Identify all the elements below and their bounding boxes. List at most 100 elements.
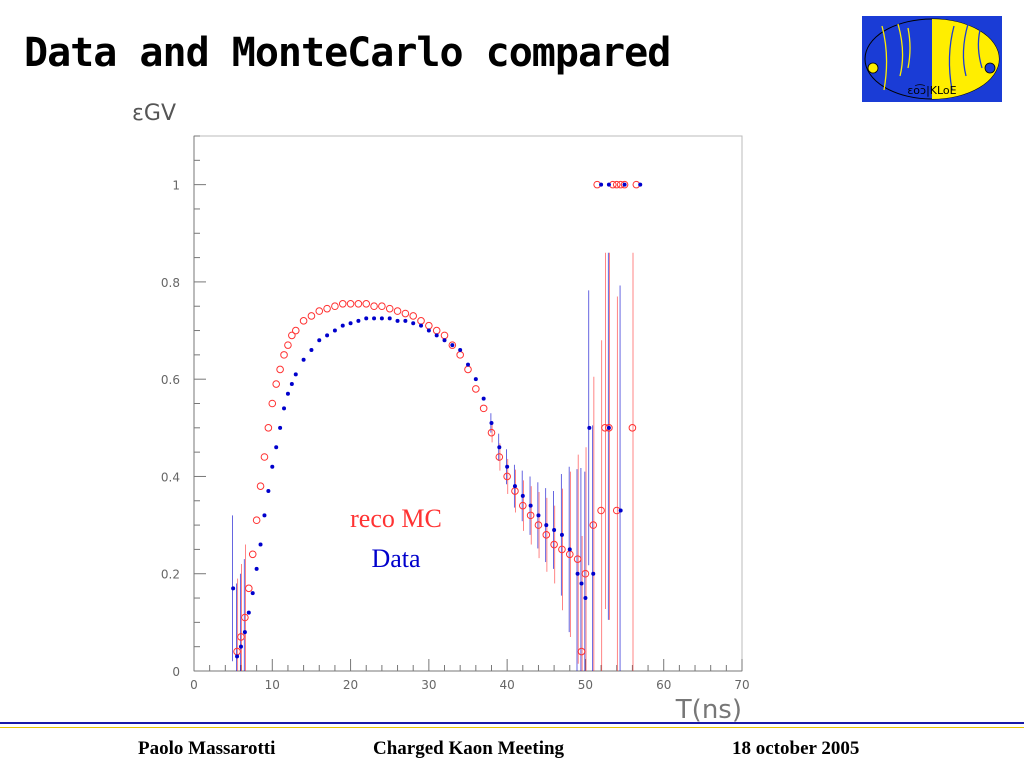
data-point-mc	[432, 326, 441, 335]
data-point-data	[583, 596, 588, 601]
y-tick-label: 0.4	[161, 470, 180, 484]
data-point-data	[473, 377, 478, 382]
data-point-data	[481, 396, 486, 401]
data-point-data	[622, 182, 627, 187]
data-point-mc	[526, 511, 535, 520]
data-point-mc	[288, 331, 296, 340]
data-point-mc	[245, 584, 253, 593]
data-point-data	[340, 323, 345, 328]
x-tick-label: 60	[656, 678, 671, 692]
kloe-logo: ɛo͡ɔ|KLoE	[862, 16, 1002, 102]
x-tick-label: 30	[421, 678, 436, 692]
data-point-mc	[401, 309, 410, 318]
data-point-data	[536, 513, 541, 518]
data-point-data	[262, 513, 267, 518]
data-point-data	[489, 420, 494, 425]
data-point-data	[512, 484, 517, 489]
logo-face-left	[881, 23, 911, 91]
logo-text: ɛo͡ɔ|KLoE	[907, 84, 956, 97]
data-point-data	[587, 425, 592, 430]
data-point-mc	[378, 302, 386, 311]
logo-face-right	[948, 23, 983, 91]
data-point-mc	[385, 304, 394, 313]
x-tick-label: 50	[578, 678, 593, 692]
data-point-mc	[291, 326, 300, 335]
data-point-data	[528, 503, 533, 508]
data-point-data	[411, 321, 416, 326]
data-point-data	[497, 445, 502, 450]
data-point-data	[274, 445, 279, 450]
y-tick-label: 0.2	[161, 568, 180, 582]
data-point-mc	[272, 380, 281, 388]
y-tick-label: 0.6	[161, 373, 180, 387]
data-point-mc	[573, 555, 582, 563]
data-point-mc	[346, 299, 355, 308]
data-point-mc	[605, 424, 613, 432]
data-point-data	[235, 654, 240, 659]
data-point-data	[505, 464, 510, 469]
data-point-data	[606, 182, 611, 187]
error-bars	[232, 252, 634, 671]
data-point-mc	[534, 521, 543, 529]
data-point-mc	[268, 399, 277, 408]
data-point-mc	[577, 647, 586, 656]
data-point-mc	[495, 453, 504, 461]
data-point-mc	[581, 569, 590, 578]
data-point-mc	[425, 321, 433, 330]
data-point-data	[242, 630, 247, 635]
y-tick-label: 0.8	[161, 276, 180, 290]
data-point-mc	[280, 351, 288, 359]
data-point-data	[372, 316, 377, 321]
data-point-data	[559, 532, 564, 537]
data-point-data	[442, 338, 447, 343]
data-point-data	[434, 333, 439, 338]
data-point-data	[419, 323, 424, 328]
x-tick-label: 0	[190, 678, 198, 692]
data-point-mc	[542, 531, 551, 539]
data-point-mc	[464, 365, 472, 374]
data-point-mc	[628, 424, 637, 432]
legend-reco-mc: reco MC	[350, 504, 442, 533]
data-point-mc	[256, 482, 265, 490]
data-point-data	[618, 508, 623, 513]
data-point-data	[450, 343, 455, 348]
data-point-data	[544, 523, 549, 528]
data-point-data	[278, 425, 283, 430]
chart-marks	[231, 180, 643, 659]
footer-date: 18 october 2005	[732, 738, 860, 759]
data-point-data	[317, 338, 322, 343]
data-point-data	[293, 372, 298, 377]
data-point-data	[250, 591, 255, 596]
data-point-mc	[503, 472, 511, 481]
data-point-mc	[260, 453, 269, 461]
data-point-data	[289, 382, 294, 387]
data-point-data	[379, 316, 384, 321]
data-point-mc	[550, 540, 558, 549]
data-point-mc	[519, 501, 527, 510]
x-tick-label: 40	[500, 678, 515, 692]
data-point-mc	[479, 404, 488, 413]
footer-meeting: Charged Kaon Meeting	[373, 738, 565, 759]
data-point-mc	[417, 317, 425, 325]
x-tick-label: 70	[734, 678, 749, 692]
y-tick-label: 1	[172, 179, 180, 193]
data-point-data	[387, 316, 392, 321]
data-point-data	[458, 348, 463, 352]
plot-frame	[193, 135, 743, 672]
logo-yellow-half	[932, 19, 999, 99]
data-point-data	[309, 348, 314, 352]
data-point-data	[395, 318, 400, 323]
data-point-data	[552, 527, 557, 532]
data-point-data	[606, 425, 611, 430]
data-point-mc	[284, 341, 292, 349]
data-point-mc	[276, 365, 284, 374]
y-tick-label: 0	[172, 665, 180, 679]
data-point-mc	[331, 302, 339, 311]
data-point-data	[301, 357, 306, 362]
data-point-mc	[597, 506, 605, 515]
data-point-data	[270, 464, 275, 469]
data-point-data	[258, 542, 263, 547]
data-point-mc	[323, 304, 331, 313]
data-point-mc	[299, 317, 308, 325]
slide-title: Data and MonteCarlo compared	[24, 30, 671, 76]
